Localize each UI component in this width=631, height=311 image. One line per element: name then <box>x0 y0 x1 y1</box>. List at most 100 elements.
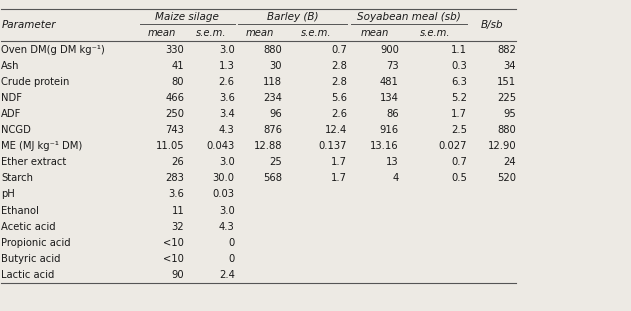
Text: pH: pH <box>1 189 15 199</box>
Text: 73: 73 <box>386 61 399 71</box>
Text: 95: 95 <box>504 109 516 119</box>
Text: 118: 118 <box>263 77 282 87</box>
Text: Propionic acid: Propionic acid <box>1 238 71 248</box>
Text: 32: 32 <box>172 222 184 232</box>
Text: 2.5: 2.5 <box>451 125 467 135</box>
Text: B/sb: B/sb <box>480 21 503 30</box>
Text: 330: 330 <box>165 44 184 54</box>
Text: 0.027: 0.027 <box>439 141 467 151</box>
Text: 3.0: 3.0 <box>219 206 235 216</box>
Text: 11: 11 <box>172 206 184 216</box>
Text: 4.3: 4.3 <box>219 222 235 232</box>
Text: 4.3: 4.3 <box>219 125 235 135</box>
Text: 0: 0 <box>228 254 235 264</box>
Text: 134: 134 <box>380 93 399 103</box>
Text: 880: 880 <box>497 125 516 135</box>
Text: 3.0: 3.0 <box>219 157 235 167</box>
Text: 80: 80 <box>172 77 184 87</box>
Text: 0.5: 0.5 <box>451 173 467 183</box>
Text: 96: 96 <box>269 109 282 119</box>
Text: 5.2: 5.2 <box>451 93 467 103</box>
Text: 90: 90 <box>172 270 184 280</box>
Text: 568: 568 <box>263 173 282 183</box>
Text: 900: 900 <box>380 44 399 54</box>
Text: 481: 481 <box>380 77 399 87</box>
Text: 13.16: 13.16 <box>370 141 399 151</box>
Text: 3.6: 3.6 <box>168 189 184 199</box>
Text: 34: 34 <box>504 61 516 71</box>
Text: Starch: Starch <box>1 173 33 183</box>
Text: 4: 4 <box>392 173 399 183</box>
Text: 250: 250 <box>165 109 184 119</box>
Text: Barley (B): Barley (B) <box>267 12 318 22</box>
Text: 0.7: 0.7 <box>451 157 467 167</box>
Text: 12.4: 12.4 <box>325 125 347 135</box>
Text: 1.7: 1.7 <box>451 109 467 119</box>
Text: mean: mean <box>148 29 176 39</box>
Text: 26: 26 <box>172 157 184 167</box>
Text: 13: 13 <box>386 157 399 167</box>
Text: <10: <10 <box>163 254 184 264</box>
Text: 0.137: 0.137 <box>319 141 347 151</box>
Text: s.e.m.: s.e.m. <box>420 29 450 39</box>
Text: Oven DM(g DM kg⁻¹): Oven DM(g DM kg⁻¹) <box>1 44 105 54</box>
Text: 2.4: 2.4 <box>219 270 235 280</box>
Text: 2.8: 2.8 <box>331 77 347 87</box>
Text: 876: 876 <box>263 125 282 135</box>
Text: 3.0: 3.0 <box>219 44 235 54</box>
Text: Parameter: Parameter <box>1 21 56 30</box>
Text: 2.6: 2.6 <box>219 77 235 87</box>
Text: 11.05: 11.05 <box>156 141 184 151</box>
Text: Butyric acid: Butyric acid <box>1 254 61 264</box>
Text: 5.6: 5.6 <box>331 93 347 103</box>
Text: 3.4: 3.4 <box>219 109 235 119</box>
Text: mean: mean <box>246 29 274 39</box>
Text: 1.1: 1.1 <box>451 44 467 54</box>
Text: 1.3: 1.3 <box>219 61 235 71</box>
Text: 520: 520 <box>497 173 516 183</box>
Text: Acetic acid: Acetic acid <box>1 222 56 232</box>
Text: 1.7: 1.7 <box>331 157 347 167</box>
Text: 1.7: 1.7 <box>331 173 347 183</box>
Text: Ethanol: Ethanol <box>1 206 39 216</box>
Text: NCGD: NCGD <box>1 125 31 135</box>
Text: Ash: Ash <box>1 61 20 71</box>
Text: 225: 225 <box>497 93 516 103</box>
Text: 3.6: 3.6 <box>219 93 235 103</box>
Text: 0: 0 <box>228 238 235 248</box>
Text: 86: 86 <box>386 109 399 119</box>
Text: 24: 24 <box>504 157 516 167</box>
Text: 2.8: 2.8 <box>331 61 347 71</box>
Text: 743: 743 <box>165 125 184 135</box>
Text: NDF: NDF <box>1 93 22 103</box>
Text: s.e.m.: s.e.m. <box>301 29 331 39</box>
Text: <10: <10 <box>163 238 184 248</box>
Text: 882: 882 <box>497 44 516 54</box>
Text: Lactic acid: Lactic acid <box>1 270 55 280</box>
Text: 0.7: 0.7 <box>331 44 347 54</box>
Text: Soyabean meal (sb): Soyabean meal (sb) <box>357 12 461 22</box>
Text: 880: 880 <box>263 44 282 54</box>
Text: 0.3: 0.3 <box>451 61 467 71</box>
Text: ADF: ADF <box>1 109 21 119</box>
Text: 6.3: 6.3 <box>451 77 467 87</box>
Text: mean: mean <box>361 29 389 39</box>
Text: Maize silage: Maize silage <box>155 12 220 22</box>
Text: 283: 283 <box>165 173 184 183</box>
Text: 30: 30 <box>269 61 282 71</box>
Text: 12.88: 12.88 <box>254 141 282 151</box>
Text: ME (MJ kg⁻¹ DM): ME (MJ kg⁻¹ DM) <box>1 141 83 151</box>
Text: 151: 151 <box>497 77 516 87</box>
Text: 41: 41 <box>172 61 184 71</box>
Text: 30.0: 30.0 <box>213 173 235 183</box>
Text: s.e.m.: s.e.m. <box>196 29 227 39</box>
Text: 0.043: 0.043 <box>206 141 235 151</box>
Text: 25: 25 <box>269 157 282 167</box>
Text: 0.03: 0.03 <box>213 189 235 199</box>
Text: Ether extract: Ether extract <box>1 157 66 167</box>
Text: 916: 916 <box>380 125 399 135</box>
Text: 2.6: 2.6 <box>331 109 347 119</box>
Text: Crude protein: Crude protein <box>1 77 69 87</box>
Text: 466: 466 <box>165 93 184 103</box>
Text: 12.90: 12.90 <box>488 141 516 151</box>
